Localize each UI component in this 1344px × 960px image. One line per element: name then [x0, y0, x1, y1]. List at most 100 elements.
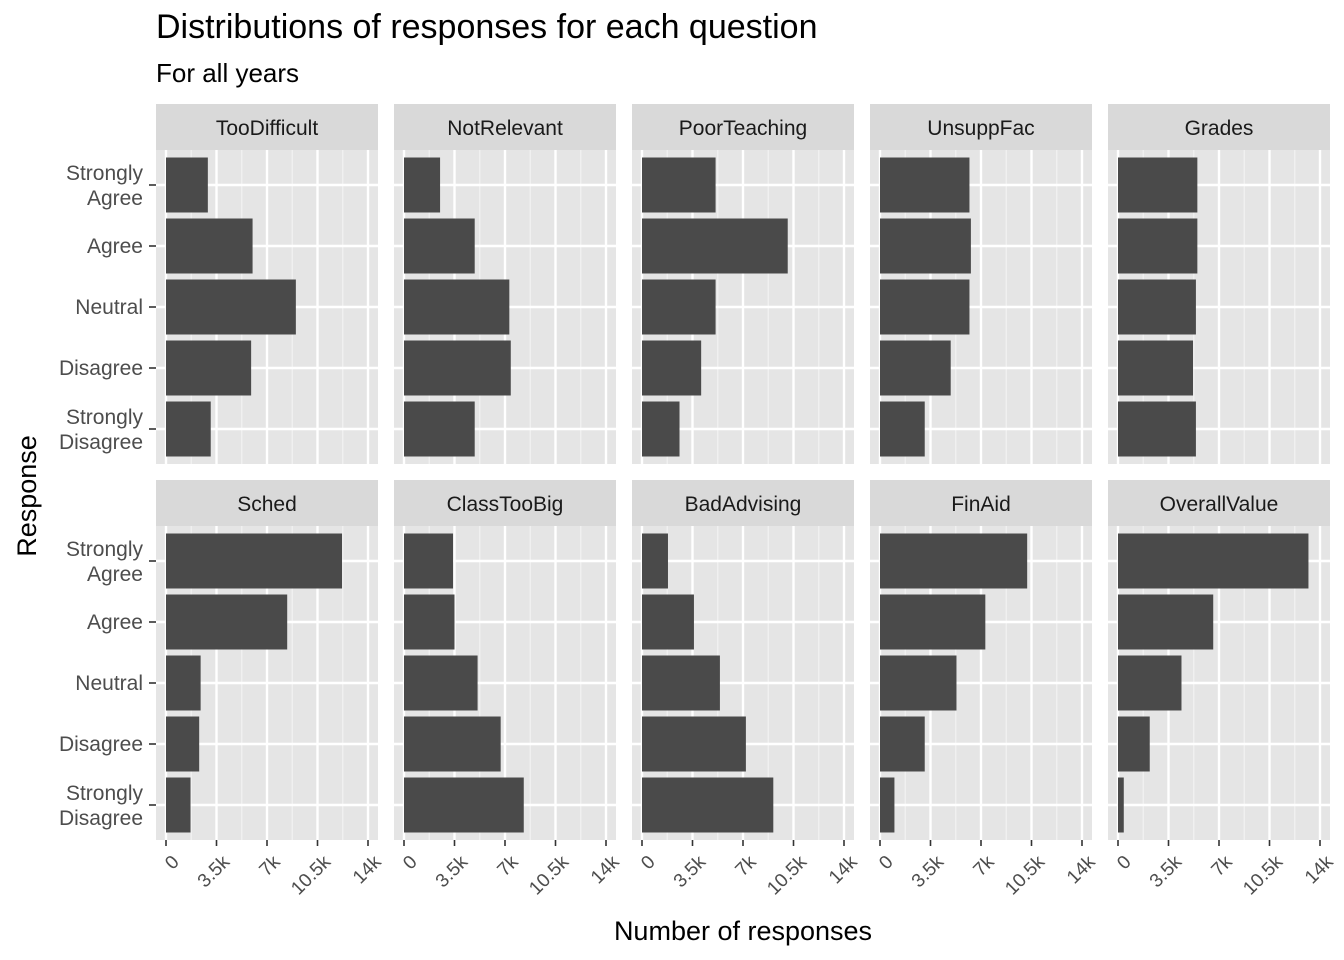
facet-strip-poorteaching — [632, 104, 854, 150]
bar-grades-strongly-agree — [1118, 157, 1198, 213]
bar-classtoobig-neutral — [404, 655, 478, 711]
x-tick-label: 10.5k — [525, 851, 573, 899]
bar-sched-strongly-disagree — [166, 777, 191, 833]
bar-grades-disagree — [1118, 340, 1194, 396]
facet-label-badadvising: BadAdvising — [685, 493, 802, 516]
x-tick-label: 0 — [1113, 852, 1135, 874]
x-tick-label: 10.5k — [763, 851, 811, 899]
bar-grades-strongly-disagree — [1118, 401, 1196, 457]
y-tick-label: Strongly Agree — [66, 162, 144, 210]
facet-label-poorteaching: PoorTeaching — [679, 117, 807, 140]
x-tick-label: 7k — [494, 851, 523, 880]
facet-label-notrelevant: NotRelevant — [447, 117, 563, 140]
facet-strip-overallvalue — [1108, 480, 1330, 526]
bar-sched-strongly-agree — [166, 533, 343, 589]
x-tick-label: 0 — [161, 852, 183, 874]
facet-label-classtoobig: ClassTooBig — [447, 493, 564, 516]
bar-unsuppfac-strongly-disagree — [880, 401, 925, 457]
facet-strip-sched — [156, 480, 378, 526]
bar-sched-agree — [166, 594, 288, 650]
bar-poorteaching-neutral — [642, 279, 716, 335]
bar-unsuppfac-agree — [880, 218, 971, 274]
facet-strip-badadvising — [632, 480, 854, 526]
x-tick-label: 10.5k — [1001, 851, 1049, 899]
facet-strip-finaid — [870, 480, 1092, 526]
bar-overallvalue-agree — [1118, 594, 1214, 650]
bar-badadvising-strongly-disagree — [642, 777, 774, 833]
bar-notrelevant-agree — [404, 218, 475, 274]
facet-strip-unsuppfac — [870, 104, 1092, 150]
y-tick-label: Strongly Disagree — [59, 782, 144, 830]
facet-strip-classtoobig — [394, 480, 616, 526]
bar-finaid-strongly-agree — [880, 533, 1028, 589]
bar-finaid-neutral — [880, 655, 957, 711]
bar-classtoobig-strongly-agree — [404, 533, 454, 589]
x-tick-label: 7k — [256, 851, 285, 880]
bar-grades-agree — [1118, 218, 1198, 274]
bar-poorteaching-strongly-agree — [642, 157, 716, 213]
x-tick-label: 3.5k — [670, 851, 711, 892]
y-tick-label: Agree — [87, 611, 143, 634]
bar-toodifficult-disagree — [166, 340, 252, 396]
y-tick-label: Disagree — [59, 357, 143, 380]
facet-label-toodifficult: TooDifficult — [216, 117, 318, 140]
x-tick-label: 14k — [1301, 851, 1338, 888]
bar-notrelevant-neutral — [404, 279, 510, 335]
bar-sched-neutral — [166, 655, 201, 711]
facet-label-finaid: FinAid — [951, 493, 1011, 516]
y-tick-label: Strongly Agree — [66, 538, 144, 586]
x-tick-label: 3.5k — [194, 851, 235, 892]
x-tick-label: 3.5k — [1146, 851, 1187, 892]
x-tick-label: 3.5k — [908, 851, 949, 892]
bar-unsuppfac-neutral — [880, 279, 970, 335]
x-tick-label: 14k — [587, 851, 624, 888]
facet-label-overallvalue: OverallValue — [1160, 493, 1279, 516]
facet-label-sched: Sched — [237, 493, 297, 516]
bar-grades-neutral — [1118, 279, 1196, 335]
x-tick-label: 0 — [399, 852, 421, 874]
bar-notrelevant-disagree — [404, 340, 511, 396]
bar-finaid-agree — [880, 594, 986, 650]
y-tick-label: Agree — [87, 235, 143, 258]
bar-badadvising-agree — [642, 594, 694, 650]
bar-toodifficult-agree — [166, 218, 253, 274]
facet-strip-notrelevant — [394, 104, 616, 150]
bar-overallvalue-strongly-disagree — [1118, 777, 1124, 833]
x-tick-label: 3.5k — [432, 851, 473, 892]
bar-classtoobig-disagree — [404, 716, 501, 772]
bar-poorteaching-strongly-disagree — [642, 401, 680, 457]
bar-badadvising-strongly-agree — [642, 533, 668, 589]
chart-title: Distributions of responses for each ques… — [156, 8, 818, 46]
y-tick-label: Neutral — [75, 296, 143, 319]
facet-label-grades: Grades — [1185, 117, 1254, 140]
bar-notrelevant-strongly-disagree — [404, 401, 475, 457]
facet-strip-toodifficult — [156, 104, 378, 150]
bar-notrelevant-strongly-agree — [404, 157, 441, 213]
y-tick-label: Disagree — [59, 733, 143, 756]
x-tick-label: 14k — [349, 851, 386, 888]
x-tick-label: 14k — [1063, 851, 1100, 888]
bar-classtoobig-agree — [404, 594, 455, 650]
bar-toodifficult-strongly-agree — [166, 157, 208, 213]
bar-overallvalue-neutral — [1118, 655, 1182, 711]
bar-unsuppfac-strongly-agree — [880, 157, 970, 213]
y-tick-label: Strongly Disagree — [59, 406, 144, 454]
bar-toodifficult-neutral — [166, 279, 296, 335]
x-tick-label: 0 — [875, 852, 897, 874]
x-axis-title: Number of responses — [614, 916, 872, 946]
bar-unsuppfac-disagree — [880, 340, 951, 396]
x-tick-label: 10.5k — [287, 851, 335, 899]
bar-finaid-strongly-disagree — [880, 777, 895, 833]
facet-label-unsuppfac: UnsuppFac — [927, 117, 1034, 140]
x-tick-label: 7k — [732, 851, 761, 880]
bar-badadvising-disagree — [642, 716, 746, 772]
bar-overallvalue-disagree — [1118, 716, 1150, 772]
x-tick-label: 7k — [1208, 851, 1237, 880]
facet-strip-grades — [1108, 104, 1330, 150]
y-tick-label: Neutral — [75, 672, 143, 695]
bar-poorteaching-agree — [642, 218, 788, 274]
chart-subtitle: For all years — [156, 58, 300, 88]
bar-toodifficult-strongly-disagree — [166, 401, 211, 457]
bar-badadvising-neutral — [642, 655, 720, 711]
